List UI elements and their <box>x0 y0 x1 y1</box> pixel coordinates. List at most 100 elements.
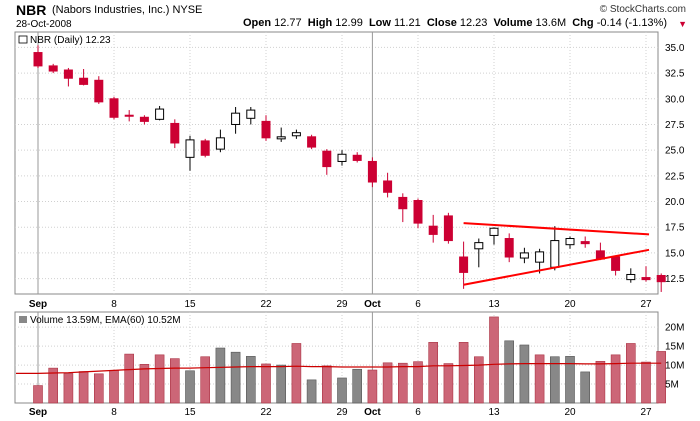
volume-bars <box>33 316 667 404</box>
candle <box>307 134 317 150</box>
candle <box>565 236 575 249</box>
candle <box>276 127 286 142</box>
candle <box>139 115 149 125</box>
candle-body <box>459 256 469 273</box>
volume-bar <box>458 342 469 404</box>
volume-bar <box>276 364 287 404</box>
candle-body <box>367 160 377 183</box>
candle-body <box>641 277 651 281</box>
volume-date-tick-label: 6 <box>415 407 421 418</box>
volume-bar <box>261 363 271 404</box>
volume-bar <box>549 356 560 404</box>
volume-tick-label: 5M <box>665 380 679 391</box>
candle <box>428 214 438 243</box>
price-panel <box>14 31 659 295</box>
date-tick-label: 29 <box>336 299 348 310</box>
high-label: High <box>307 17 333 29</box>
candle-body <box>155 108 165 120</box>
volume-bar <box>63 373 74 404</box>
volume-date-tick-label: 27 <box>640 407 652 418</box>
price-tick-label: 20.0 <box>665 197 685 208</box>
price-tick-label: 30.0 <box>665 94 685 105</box>
copyright-link[interactable]: © StockCharts.com <box>599 4 686 15</box>
exchange-label: NYSE <box>172 4 203 16</box>
price-tick-label: 15.0 <box>665 248 685 259</box>
date-axis: Sep Sep 8 8 15 15 22 22 29 29 Oct Oct 6 6 13 13 20 20 27 27 <box>29 299 652 418</box>
candle <box>48 63 58 74</box>
candle <box>641 266 651 282</box>
candle <box>580 236 590 248</box>
candle-body <box>124 114 134 117</box>
trendline <box>463 222 650 236</box>
date-tick-label: Oct <box>364 299 381 310</box>
candles <box>33 45 666 292</box>
candle-body <box>550 240 560 268</box>
volume-bar <box>565 356 575 404</box>
down-triangle-icon: ▼ <box>678 19 687 29</box>
volume-bar <box>580 371 591 404</box>
candle <box>246 107 256 125</box>
volume-bar <box>337 377 347 404</box>
volume-date-tick-label: 20 <box>564 407 576 418</box>
volume-bar <box>124 353 134 404</box>
ema-line <box>16 362 662 374</box>
open-value: 12.77 <box>274 17 302 29</box>
candle-body <box>413 200 423 224</box>
volume-legend-text: Volume 13.59M, EMA(60) 10.52M <box>30 315 181 326</box>
candle <box>656 273 666 292</box>
chg-label: Chg <box>572 17 594 29</box>
volume-bar <box>185 370 195 404</box>
volume-bar <box>109 370 119 404</box>
candle-body <box>489 227 499 236</box>
price-tick-label: 27.5 <box>665 120 685 131</box>
candle <box>337 150 347 166</box>
candle <box>200 138 210 158</box>
candle-body <box>307 136 317 148</box>
volume-date-tick-label: 15 <box>184 407 196 418</box>
price-tick-label: 32.5 <box>665 69 685 80</box>
candle-body <box>215 137 225 150</box>
candle-body <box>185 139 195 158</box>
candle-body <box>79 77 89 85</box>
ohlc-summary: Open 12.77 High 12.99 Low 11.21 Close 12… <box>243 17 667 29</box>
volume-bar <box>48 367 59 404</box>
volume-label: Volume <box>493 17 533 29</box>
candle <box>63 67 73 87</box>
date-tick-label: 20 <box>564 299 576 310</box>
candle-body <box>200 140 210 156</box>
close-label: Close <box>426 17 457 29</box>
volume-bar <box>200 356 210 404</box>
volume-bar <box>595 360 606 404</box>
high-value: 12.99 <box>335 17 363 29</box>
candle-body <box>474 242 484 250</box>
volume-legend-swatch-icon <box>19 316 27 323</box>
date-tick-label: 8 <box>111 299 117 310</box>
volume-bar <box>246 356 256 404</box>
trendlines <box>463 222 650 286</box>
candle-body <box>33 52 43 67</box>
candle <box>489 227 499 245</box>
candle <box>413 198 423 229</box>
volume-bar <box>610 354 621 404</box>
price-grid <box>15 32 658 294</box>
volume-bar <box>291 343 302 404</box>
volume-date-tick-label: 8 <box>111 407 117 418</box>
candle <box>185 135 195 171</box>
volume-bar <box>428 342 439 404</box>
trendline <box>463 248 650 286</box>
price-tick-label: 22.5 <box>665 171 685 182</box>
candle-body <box>565 238 575 246</box>
candle <box>519 247 529 264</box>
quote-date: 28-Oct-2008 <box>16 19 72 30</box>
candle-body <box>398 196 408 210</box>
volume-date-tick-label: 22 <box>260 407 272 418</box>
candle-body <box>504 238 514 258</box>
volume-bar <box>139 364 150 404</box>
volume-legend: Volume 13.59M, EMA(60) 10.52M <box>19 315 181 326</box>
volume-bar <box>94 373 104 404</box>
low-value: 11.21 <box>394 17 421 29</box>
candle <box>33 45 43 68</box>
candle <box>398 193 408 223</box>
candle <box>124 110 134 122</box>
price-tick-label: 35.0 <box>665 43 685 54</box>
